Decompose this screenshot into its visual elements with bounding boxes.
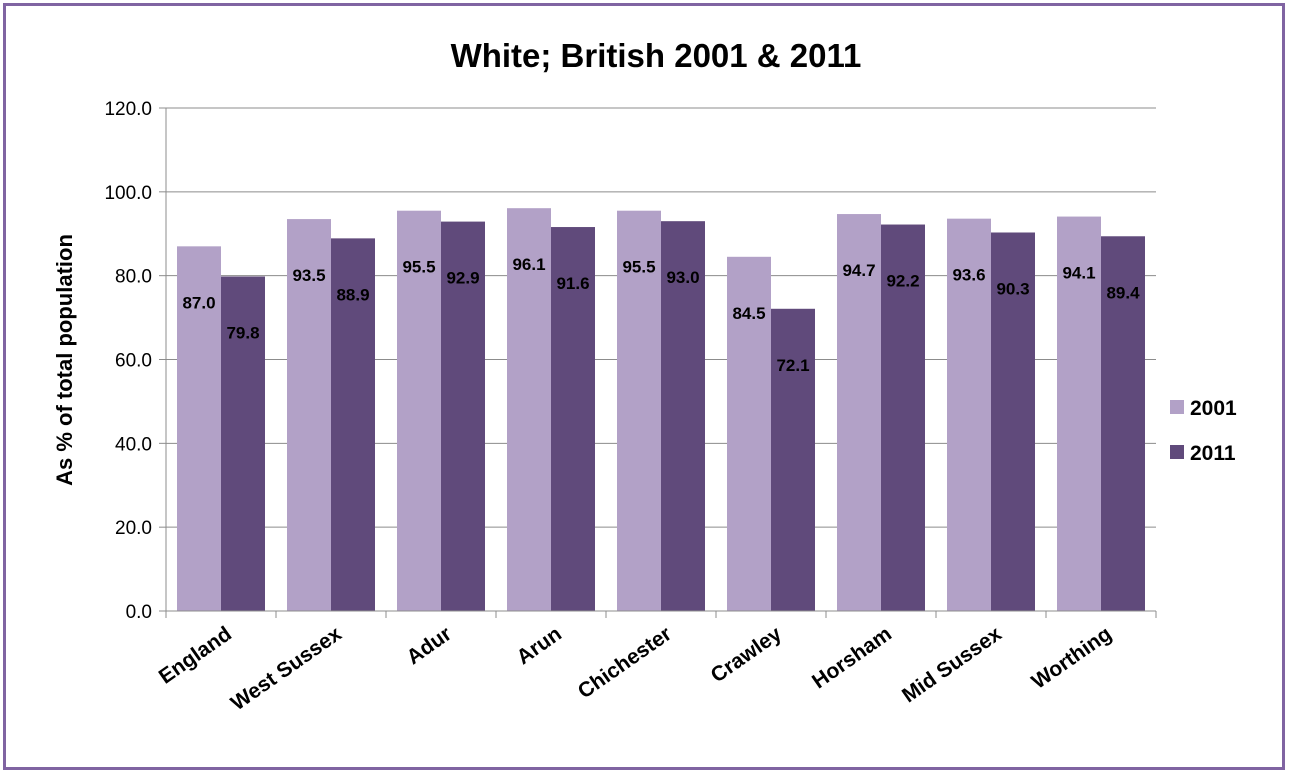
y-tick-label: 0.0	[126, 602, 152, 623]
data-label-2001-west-sussex: 93.5	[292, 266, 325, 285]
y-tick-label: 100.0	[104, 183, 152, 204]
data-label-2001-crawley: 84.5	[732, 304, 765, 323]
y-tick-label: 20.0	[115, 518, 152, 539]
bar-2001-worthing	[1057, 216, 1101, 612]
data-label-2011-mid-sussex: 90.3	[996, 279, 1029, 298]
legend-swatch-2011	[1170, 445, 1184, 459]
bar-2011-adur	[441, 221, 485, 611]
bar-2011-crawley	[771, 308, 815, 611]
legend-label-2011: 2011	[1190, 442, 1236, 465]
bar-2011-worthing	[1101, 236, 1145, 611]
data-label-2001-horsham: 94.7	[842, 261, 875, 280]
legend-label-2001: 2001	[1190, 397, 1237, 420]
bar-2011-england	[221, 276, 265, 611]
bar-2001-england	[177, 246, 221, 611]
bars	[177, 208, 1145, 612]
data-label-2001-arun: 96.1	[512, 255, 545, 274]
y-tick-label: 60.0	[115, 351, 152, 372]
y-tick-labels: 0.0 20.0 40.0 60.0 80.0 100.0 120.0	[104, 99, 152, 623]
data-label-2001-worthing: 94.1	[1062, 264, 1095, 283]
data-label-2011-adur: 92.9	[446, 269, 479, 288]
legend: 2001 2011	[1170, 397, 1237, 465]
axes	[159, 107, 1157, 618]
x-tick-label-adur: Adur	[403, 622, 456, 669]
bar-2001-arun	[507, 208, 551, 611]
y-axis-label: As % of total population	[52, 234, 77, 486]
x-tick-label-chichester: Chichester	[574, 622, 676, 703]
legend-swatch-2001	[1170, 400, 1184, 414]
data-label-2011-england: 79.8	[226, 324, 259, 343]
bar-2011-arun	[551, 227, 595, 611]
data-label-2011-horsham: 92.2	[886, 272, 919, 291]
data-label-2001-chichester: 95.5	[622, 258, 655, 277]
bar-2011-horsham	[881, 224, 925, 612]
chart-title: White; British 2001 & 2011	[451, 37, 862, 74]
data-label-2011-arun: 91.6	[556, 274, 589, 293]
x-tick-label-mid-sussex: Mid Sussex	[898, 622, 1006, 707]
bar-2001-adur	[397, 210, 441, 611]
data-label-2001-mid-sussex: 93.6	[952, 266, 985, 285]
bar-2011-west-sussex	[331, 238, 375, 611]
bar-2011-chichester	[661, 221, 705, 612]
bar-2001-horsham	[837, 214, 881, 611]
y-tick-label: 120.0	[104, 99, 152, 120]
bar-2001-mid-sussex	[947, 218, 991, 611]
x-tick-label-crawley: Crawley	[707, 622, 786, 687]
data-label-2011-chichester: 93.0	[666, 268, 699, 287]
data-label-2001-england: 87.0	[182, 293, 215, 312]
x-tick-label-arun: Arun	[513, 622, 566, 669]
data-label-2011-worthing: 89.4	[1106, 283, 1140, 302]
bar-2001-chichester	[617, 210, 661, 611]
bar-2011-mid-sussex	[991, 232, 1035, 611]
bar-2001-west-sussex	[287, 219, 331, 611]
data-label-2001-adur: 95.5	[402, 258, 435, 277]
data-label-2011-crawley: 72.1	[776, 356, 809, 375]
y-tick-label: 40.0	[115, 434, 152, 455]
bar-2001-crawley	[727, 256, 771, 611]
x-tick-label-england: England	[155, 622, 236, 688]
x-tick-label-worthing: Worthing	[1028, 622, 1116, 693]
y-tick-label: 80.0	[115, 267, 152, 288]
x-tick-label-west-sussex: West Sussex	[227, 622, 346, 715]
x-tick-label-horsham: Horsham	[808, 622, 896, 693]
data-label-2011-west-sussex: 88.9	[336, 285, 369, 304]
data-labels: 87.0 79.8 93.5 88.9 95.5 92.9 96.1 91.6 95.5 93.0…	[182, 255, 1140, 375]
